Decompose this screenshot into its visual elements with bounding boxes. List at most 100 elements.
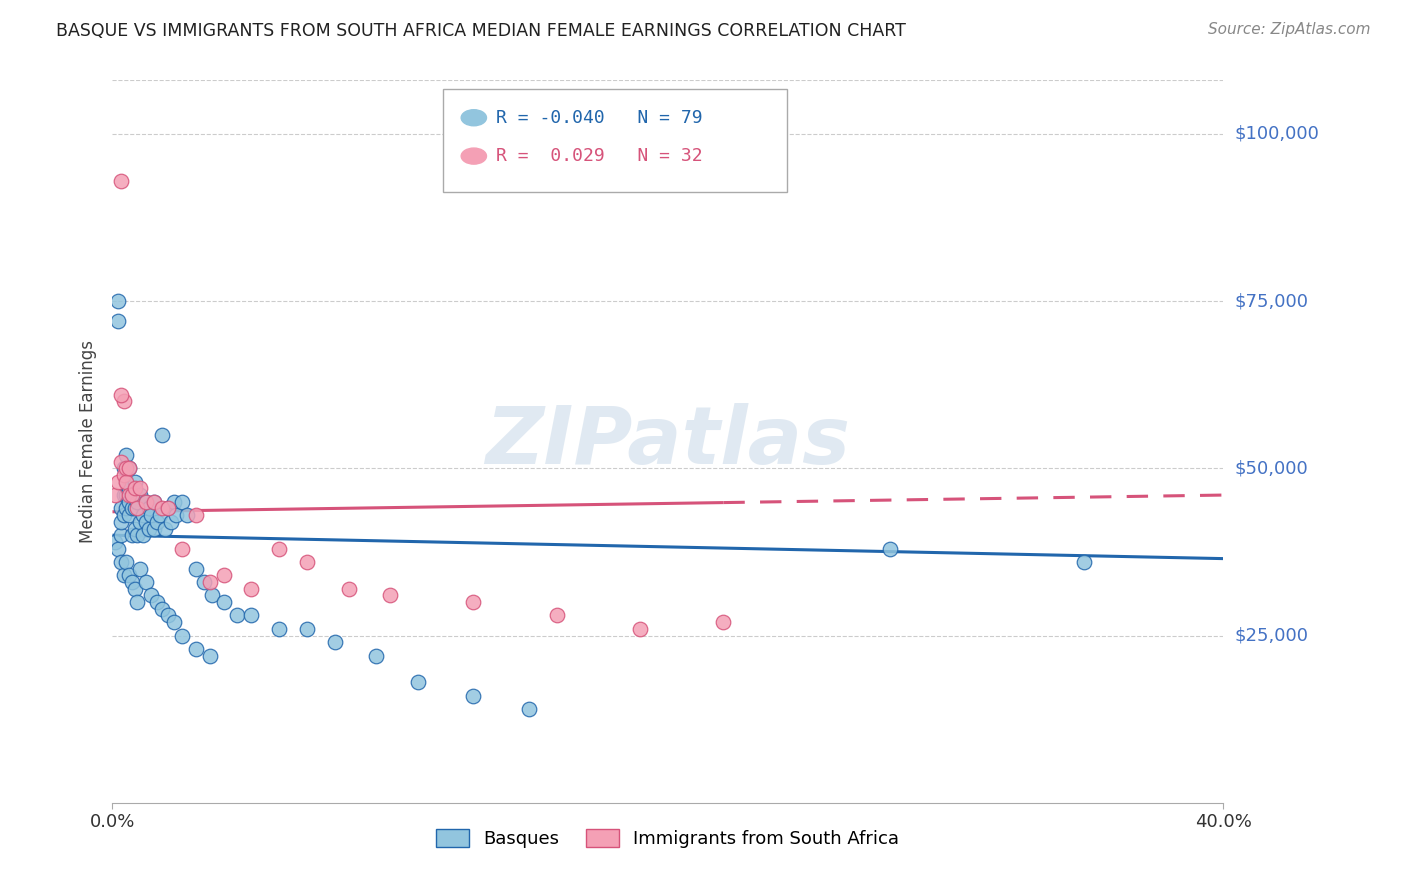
Point (713, 615, 735, 630)
Text: ZIPatlas: ZIPatlas (485, 402, 851, 481)
Text: $75,000: $75,000 (1234, 292, 1309, 310)
Point (107, 475, 129, 489)
Point (124, 521, 146, 535)
Point (107, 541, 129, 556)
Point (115, 475, 138, 489)
Point (132, 508, 155, 523)
Point (112, 508, 135, 523)
Point (517, 702, 540, 716)
Point (240, 608, 263, 623)
Point (184, 508, 207, 523)
Point (295, 622, 318, 636)
Point (115, 488, 138, 502)
Point (124, 475, 146, 489)
Legend: Basques, Immigrants from South Africa: Basques, Immigrants from South Africa (429, 822, 907, 855)
Point (121, 501, 143, 516)
Point (152, 602, 174, 616)
Point (152, 427, 174, 442)
Point (143, 494, 166, 508)
Point (121, 528, 143, 542)
Point (165, 508, 187, 523)
Point (115, 475, 138, 489)
Point (380, 589, 402, 603)
Point (124, 482, 146, 496)
Point (118, 568, 141, 582)
Point (157, 501, 180, 516)
Point (115, 461, 138, 475)
Point (295, 555, 318, 569)
Text: R =  0.029   N = 32: R = 0.029 N = 32 (496, 147, 703, 165)
Point (127, 528, 149, 542)
Point (141, 589, 163, 603)
Point (138, 501, 160, 516)
Point (129, 562, 152, 576)
Point (112, 488, 135, 502)
Point (110, 555, 132, 569)
Point (107, 314, 129, 328)
Point (226, 608, 249, 623)
Point (149, 508, 172, 523)
Point (463, 595, 485, 609)
Point (267, 541, 291, 556)
Point (146, 515, 169, 529)
Point (129, 515, 152, 529)
Point (129, 482, 152, 496)
Point (240, 582, 263, 596)
Point (129, 488, 152, 502)
Point (157, 608, 180, 623)
Point (121, 488, 143, 502)
Point (159, 515, 181, 529)
Text: BASQUE VS IMMIGRANTS FROM SOUTH AFRICA MEDIAN FEMALE EARNINGS CORRELATION CHART: BASQUE VS IMMIGRANTS FROM SOUTH AFRICA M… (56, 22, 905, 40)
Point (879, 541, 901, 556)
Point (104, 488, 127, 502)
Point (157, 501, 180, 516)
Point (118, 461, 141, 475)
Point (115, 448, 138, 462)
Point (184, 642, 207, 657)
Point (118, 488, 141, 502)
Point (162, 494, 184, 508)
Y-axis label: Median Female Earnings: Median Female Earnings (79, 340, 97, 543)
Point (198, 648, 221, 663)
Point (201, 589, 224, 603)
Point (170, 494, 193, 508)
Point (110, 501, 132, 516)
Point (112, 461, 135, 475)
Point (121, 488, 143, 502)
Text: Source: ZipAtlas.com: Source: ZipAtlas.com (1208, 22, 1371, 37)
Point (110, 387, 132, 401)
Point (184, 562, 207, 576)
Point (162, 615, 184, 630)
Point (110, 515, 132, 529)
Point (152, 501, 174, 516)
Point (110, 173, 132, 188)
Point (121, 575, 143, 590)
Point (628, 622, 651, 636)
Point (127, 501, 149, 516)
Point (124, 582, 146, 596)
Point (115, 501, 138, 516)
Point (118, 508, 141, 523)
Point (463, 689, 485, 703)
Point (143, 494, 166, 508)
Text: R = -0.040   N = 79: R = -0.040 N = 79 (496, 109, 703, 127)
Point (406, 675, 429, 690)
Point (118, 482, 141, 496)
Point (112, 568, 135, 582)
Point (155, 521, 177, 535)
Point (115, 555, 138, 569)
Point (135, 494, 157, 508)
Point (118, 461, 141, 475)
Point (323, 635, 346, 649)
Point (135, 575, 157, 590)
Text: $100,000: $100,000 (1234, 125, 1319, 143)
Point (212, 595, 235, 609)
Point (170, 628, 193, 642)
Point (127, 494, 149, 508)
Point (132, 528, 155, 542)
Point (546, 608, 568, 623)
Point (135, 515, 157, 529)
Point (366, 648, 388, 663)
Point (124, 501, 146, 516)
Point (141, 508, 163, 523)
